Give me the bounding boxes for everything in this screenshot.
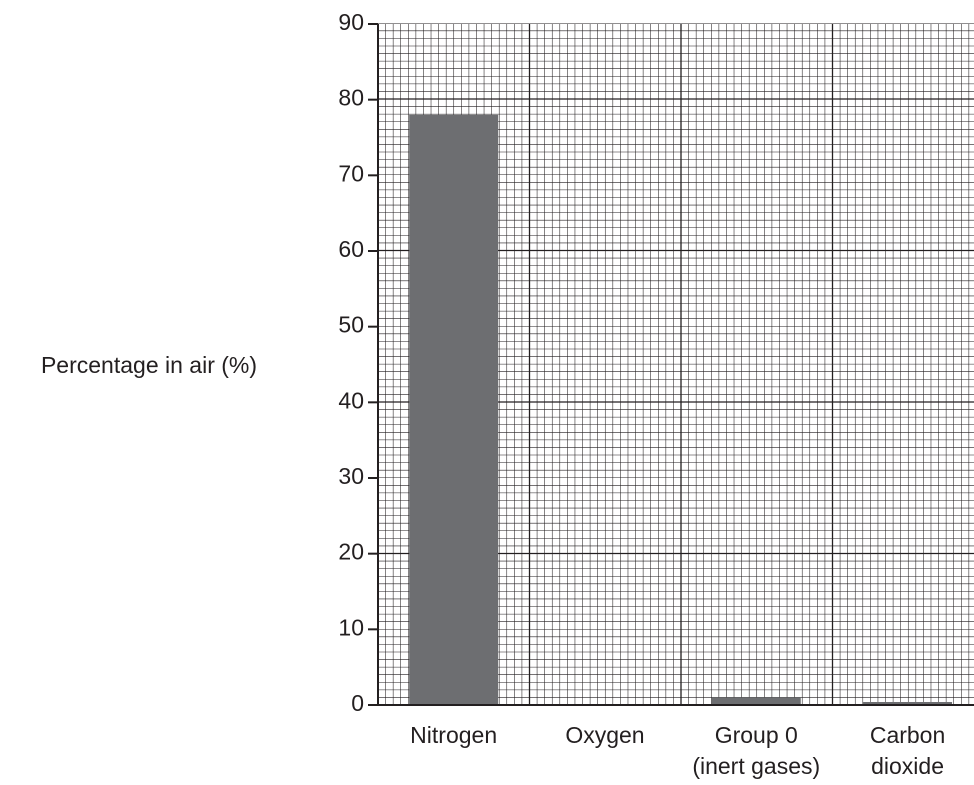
y-tick-label: 20 [338, 539, 364, 565]
chart-bars [409, 114, 953, 706]
chart-axes [377, 24, 974, 706]
y-tick-label: 0 [351, 690, 364, 716]
y-tick-label: 70 [338, 160, 364, 186]
x-tick-label: Oxygen [565, 722, 644, 748]
y-tick-label: 30 [338, 463, 364, 489]
x-tick-label: Nitrogen [410, 722, 497, 748]
y-tick-labels: 0 10 20 30 40 50 60 70 80 90 [338, 9, 378, 716]
y-tick-label: 60 [338, 236, 364, 262]
y-tick-label: 80 [338, 85, 364, 111]
bar-carbon-dioxide [863, 702, 953, 705]
y-tick-label: 10 [338, 614, 364, 640]
y-tick-label: 50 [338, 312, 364, 338]
x-tick-labels: Nitrogen Oxygen Group 0 (inert gases) Carbon… [410, 722, 945, 779]
y-tick-label: 40 [338, 387, 364, 413]
bar-group-0-inert-gases [711, 697, 801, 705]
y-axis-label: Percentage in air (%) [41, 352, 257, 378]
y-tick-label: 90 [338, 9, 364, 35]
x-tick-label: Carbon dioxide [870, 722, 945, 779]
x-tick-label: Group 0 (inert gases) [692, 722, 820, 779]
bar-nitrogen [409, 114, 499, 706]
